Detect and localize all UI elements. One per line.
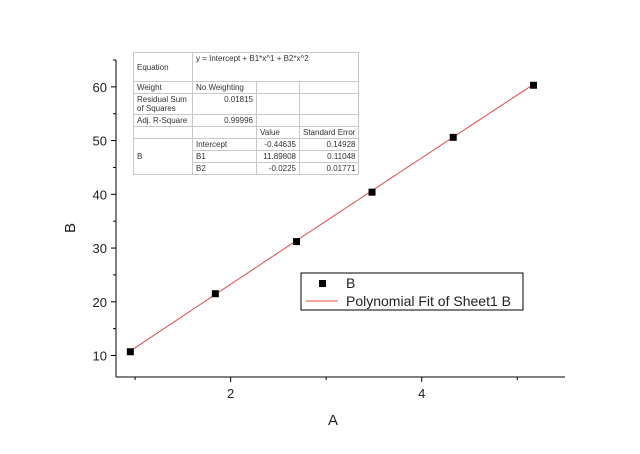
weight-label: Weight — [133, 81, 193, 94]
equation-value: y = Intercept + B1*x^1 + B2*x^2 — [191, 52, 360, 82]
equation-label: Equation — [133, 52, 193, 82]
table-row: B1 11.89808 0.11048 — [134, 150, 360, 163]
fit-stats-table: Equation y = Intercept + B1*x^1 + B2*x^2… — [133, 52, 360, 175]
data-point — [529, 81, 537, 89]
data-point — [368, 188, 376, 196]
x-tick-label: 4 — [418, 386, 425, 401]
table-row: Equation y = Intercept + B1*x^1 + B2*x^2 — [133, 52, 360, 82]
column-header-stderr: Standard Error — [298, 126, 360, 139]
param-stderr: 0.11048 — [298, 150, 360, 163]
legend: B Polynomial Fit of Sheet1 B — [300, 272, 524, 311]
param-name: B1 — [192, 150, 257, 163]
param-value: -0.44635 — [256, 138, 300, 151]
adj-r2-value: 0.99996 — [192, 114, 257, 127]
param-name: Intercept — [192, 138, 257, 151]
y-tick-label: 20 — [93, 295, 107, 310]
column-header-value: Value — [256, 126, 300, 139]
param-stderr: 0.01771 — [298, 162, 360, 175]
legend-label-fit: Polynomial Fit of Sheet1 B — [346, 293, 511, 309]
param-name: B2 — [192, 162, 257, 175]
table-row: B2 -0.0225 0.01771 — [134, 162, 360, 175]
y-tick-label: 50 — [93, 134, 107, 149]
param-group-label: B — [133, 138, 193, 175]
y-tick-label: 40 — [93, 187, 107, 202]
rss-label: Residual Sum of Squares — [133, 93, 193, 115]
y-tick-label: 30 — [93, 241, 107, 256]
y-tick-label: 60 — [93, 80, 107, 95]
data-points-group — [126, 81, 537, 356]
y-axis-title: B — [62, 223, 79, 233]
x-axis-title: A — [328, 412, 338, 429]
table-row: B Intercept -0.44635 0.14928 — [133, 138, 360, 175]
weight-value: No Weighting — [192, 81, 257, 94]
fit-line — [130, 83, 534, 352]
fit-line-group — [130, 83, 534, 352]
param-value: -0.0225 — [256, 162, 300, 175]
table-row: Residual Sum of Squares 0.01815 — [133, 93, 360, 115]
y-ticks: 10 20 30 40 50 60 — [93, 59, 116, 364]
x-tick-label: 2 — [227, 386, 234, 401]
legend-marker-square — [319, 280, 326, 287]
param-stderr: 0.14928 — [298, 138, 360, 151]
y-tick-label: 10 — [93, 349, 107, 364]
rss-value: 0.01815 — [192, 93, 257, 115]
table-row: Value Standard Error — [133, 126, 360, 139]
data-point — [449, 133, 457, 141]
table-row: Adj. R-Square 0.99996 — [133, 114, 360, 127]
data-point — [126, 348, 134, 356]
legend-label-b: B — [346, 275, 355, 291]
data-point — [293, 238, 301, 246]
data-point — [211, 290, 219, 298]
adj-r2-label: Adj. R-Square — [133, 114, 193, 127]
legend-box — [300, 272, 524, 311]
param-value: 11.89808 — [256, 150, 300, 163]
table-row: Weight No Weighting — [133, 81, 360, 94]
